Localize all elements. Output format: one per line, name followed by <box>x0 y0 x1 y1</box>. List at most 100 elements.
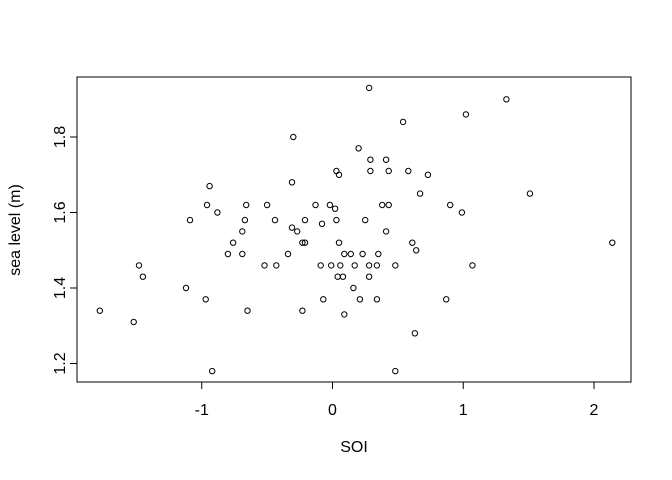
data-point <box>413 247 420 254</box>
data-point <box>203 201 211 209</box>
data-point <box>382 228 390 235</box>
data-point <box>609 239 616 246</box>
data-point <box>273 262 280 269</box>
data-point <box>335 239 343 246</box>
x-tick-label: 2 <box>590 402 599 419</box>
data-point <box>320 296 327 303</box>
data-point <box>328 262 335 269</box>
data-point <box>139 273 147 280</box>
data-point <box>241 216 249 224</box>
data-point <box>331 205 339 212</box>
data-point <box>318 220 326 228</box>
data-point <box>350 284 357 292</box>
data-point <box>385 201 392 209</box>
data-point <box>290 133 297 141</box>
data-point <box>362 216 369 224</box>
y-axis: 1.2 1.4 1.6 1.8 <box>52 126 77 375</box>
data-point <box>299 239 306 246</box>
data-point <box>462 111 470 118</box>
data-point <box>135 262 143 269</box>
y-tick-label: 1.6 <box>52 201 69 223</box>
data-point <box>365 262 373 269</box>
data-point <box>224 250 232 258</box>
data-point <box>405 167 412 175</box>
data-point <box>182 284 190 292</box>
data-point <box>206 182 213 190</box>
y-axis-title: sea level (m) <box>7 184 24 276</box>
data-point <box>469 262 476 269</box>
data-point <box>239 228 246 235</box>
data-point <box>373 296 381 303</box>
data-point <box>214 209 221 216</box>
data-point <box>294 228 301 235</box>
data-point <box>96 307 104 314</box>
data-point <box>312 201 319 209</box>
y-tick-label: 1.4 <box>52 277 69 299</box>
y-tick-label: 1.2 <box>52 352 69 374</box>
data-point <box>243 201 250 209</box>
y-tick-label: 1.8 <box>52 126 69 148</box>
data-point <box>399 118 407 126</box>
data-point <box>416 190 424 197</box>
data-point <box>301 239 309 246</box>
data-point <box>356 296 364 303</box>
data-point <box>326 201 334 209</box>
data-point <box>209 367 216 375</box>
data-point <box>202 296 209 303</box>
data-point <box>186 216 194 224</box>
data-point <box>503 96 510 103</box>
data-point <box>458 209 466 216</box>
data-point <box>244 307 251 314</box>
data-point <box>261 262 268 269</box>
data-point <box>284 250 292 258</box>
x-axis-title: SOI <box>340 439 368 456</box>
data-point <box>351 262 358 269</box>
x-tick-label: 0 <box>328 402 337 419</box>
data-point <box>288 224 296 231</box>
x-axis: -1 0 1 2 <box>195 382 599 419</box>
data-point <box>337 262 344 269</box>
data-point <box>334 273 341 280</box>
data-point <box>382 156 390 163</box>
data-point <box>288 179 296 186</box>
data-point <box>392 367 399 375</box>
data-point <box>379 201 386 209</box>
data-point <box>365 84 373 92</box>
data-point <box>367 156 374 163</box>
data-point <box>424 171 432 179</box>
data-point <box>375 250 382 258</box>
data-point <box>409 239 416 246</box>
data-point <box>333 167 340 175</box>
data-point <box>339 273 347 280</box>
data-point <box>385 167 392 175</box>
data-point <box>229 239 237 246</box>
data-point <box>301 216 309 224</box>
data-point <box>341 250 348 258</box>
data-point <box>365 273 373 280</box>
data-point <box>347 250 354 258</box>
x-tick-label: -1 <box>195 402 209 419</box>
data-point <box>411 330 419 337</box>
data-point <box>341 311 348 318</box>
data-point <box>271 216 279 224</box>
data-point <box>333 216 340 224</box>
x-tick-label: 1 <box>459 402 468 419</box>
data-point <box>263 201 271 209</box>
data-point <box>299 307 306 314</box>
data-point <box>447 201 454 209</box>
data-points <box>96 84 616 375</box>
data-point <box>367 167 374 175</box>
data-point <box>317 262 324 269</box>
data-point <box>355 145 362 152</box>
data-point <box>443 296 450 303</box>
data-point <box>392 262 399 269</box>
data-point <box>239 250 246 258</box>
data-point <box>373 262 381 269</box>
data-point <box>359 250 366 258</box>
data-point <box>526 190 534 197</box>
data-point <box>130 318 137 326</box>
data-point <box>335 171 343 179</box>
plot-box <box>76 76 632 383</box>
